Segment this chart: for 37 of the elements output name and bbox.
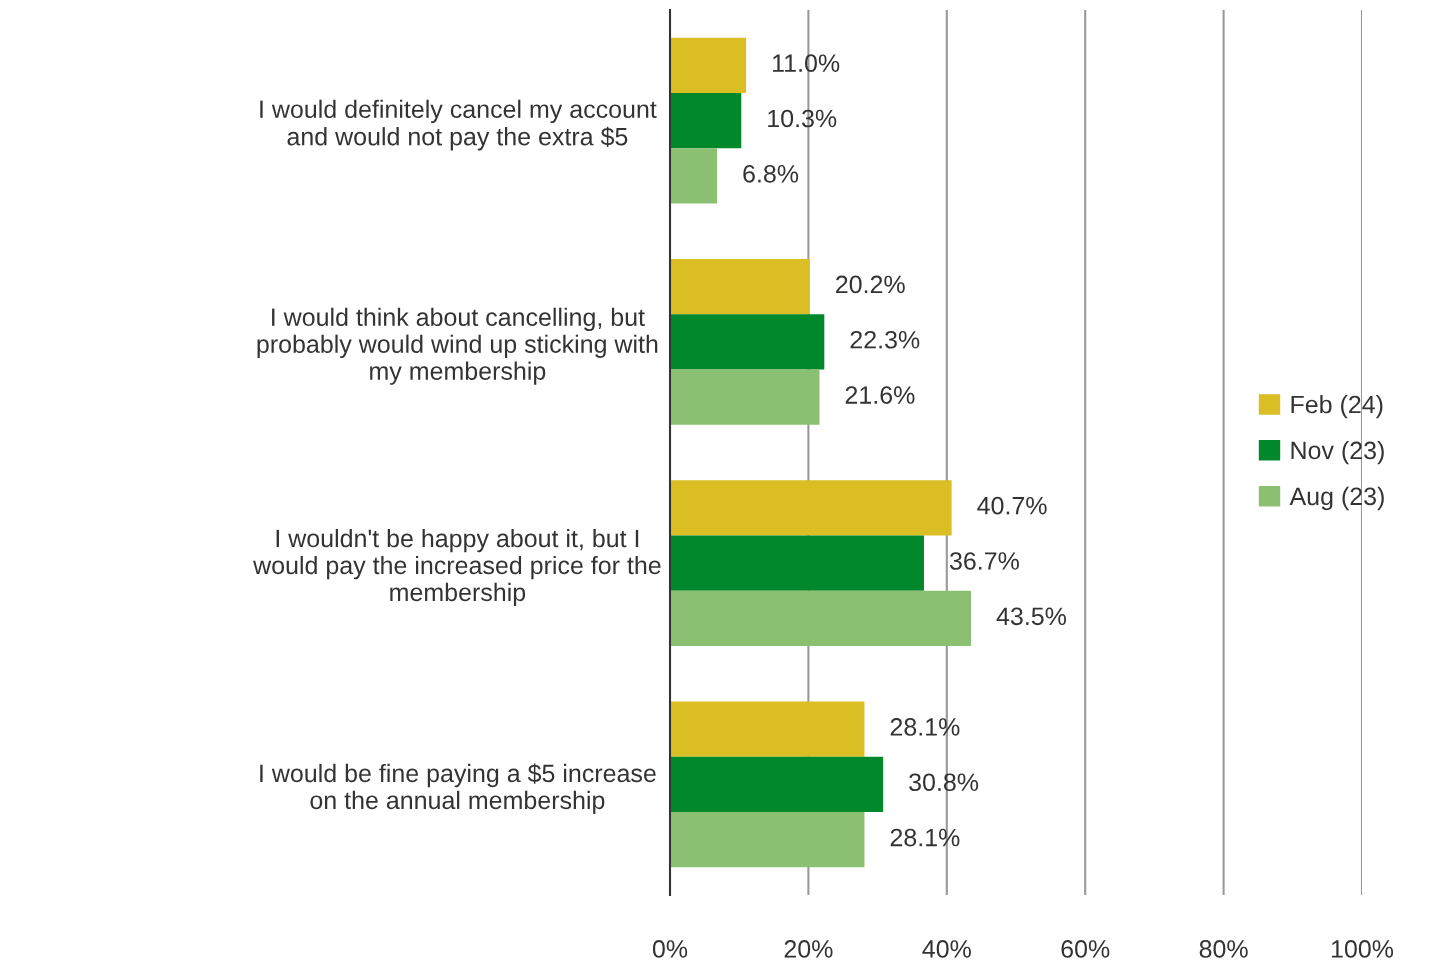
data-label: 28.1% (890, 718, 960, 736)
x-tick-label: 40% (922, 940, 971, 958)
data-label: 36.7% (949, 552, 1019, 570)
bar (670, 37, 747, 93)
data-label: 43.5% (996, 607, 1067, 626)
data-label: 40.7% (977, 496, 1047, 515)
data-label: 20.2% (836, 275, 905, 294)
data-label: 28.1% (890, 828, 960, 847)
y-tick-label: I would definitely cancel my account and would not pay the extra $5 (260, 99, 657, 151)
bar (670, 258, 810, 315)
data-label: 11.0% (773, 54, 840, 73)
bar (670, 701, 865, 757)
x-tick-label: 100% (1331, 940, 1394, 958)
legend-label: Feb (24) (1291, 394, 1383, 419)
bar (670, 314, 825, 370)
x-tick-label: 60% (1061, 940, 1110, 958)
bar (670, 148, 718, 204)
legend-label: Aug (23) (1289, 486, 1384, 511)
bar (670, 535, 924, 591)
bar (670, 812, 865, 868)
data-label: 22.3% (850, 330, 920, 349)
data-label: 10.3% (768, 109, 837, 128)
y-tick-label: I would be fine paying a $5 increase on the annual membership (260, 763, 656, 815)
y-tick-label: I wouldn't be happy about it, but I would pay the increased price for the membership (253, 528, 661, 607)
data-label: 6.8% (743, 164, 799, 183)
bar (670, 480, 952, 536)
bar (670, 590, 972, 647)
x-tick-label: 20% (784, 940, 833, 958)
data-label: 30.8% (909, 773, 979, 792)
y-tick-label: I would think about cancelling, but probably would wind up sticking with my membership (257, 307, 658, 385)
x-tick-label: 80% (1199, 940, 1248, 958)
legend-label: Nov (23) (1291, 440, 1384, 465)
data-label: 21.6% (845, 386, 915, 404)
bar (670, 756, 884, 813)
bar (670, 369, 820, 425)
x-tick-label: 0% (652, 940, 688, 958)
bar (670, 92, 742, 149)
